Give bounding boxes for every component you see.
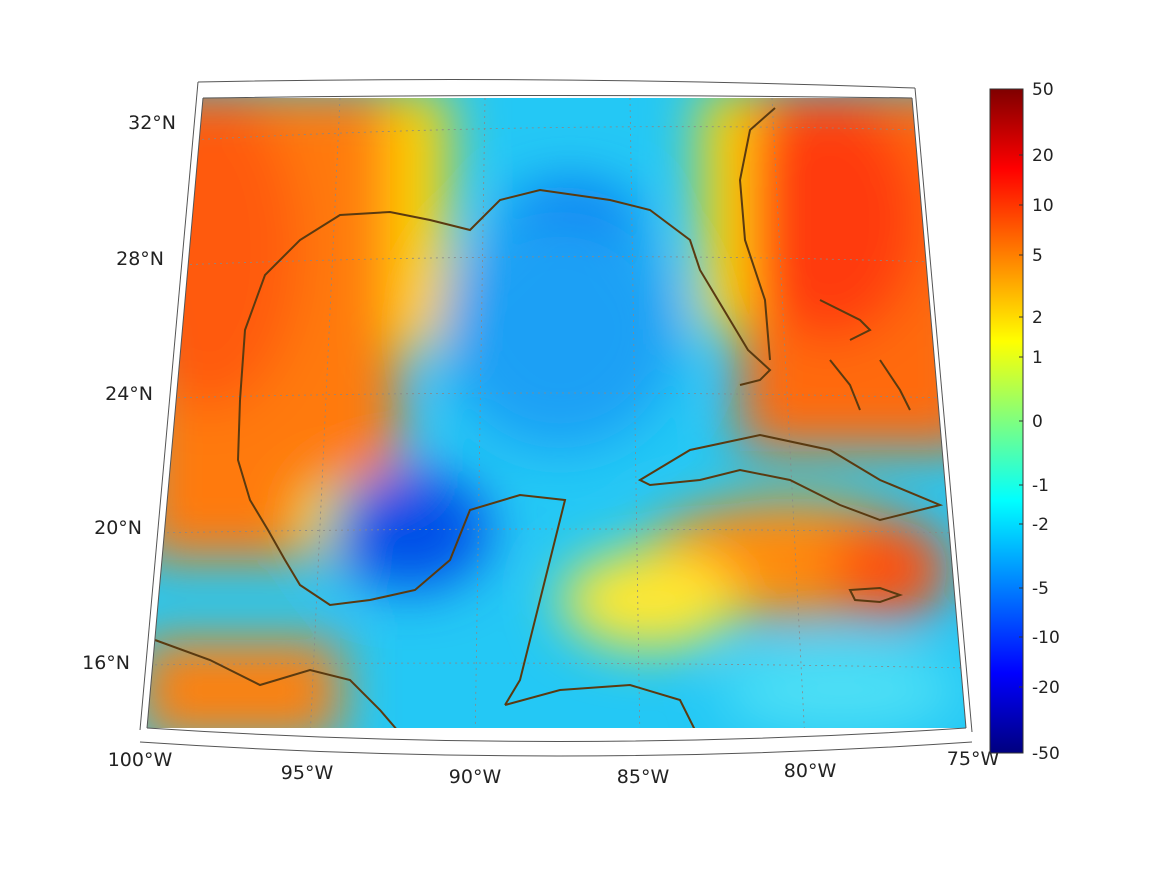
lat-label-20n: 20°N xyxy=(94,517,142,539)
jamaica xyxy=(848,586,904,604)
lon-labels: 100°W 95°W 90°W 85°W 80°W 75°W xyxy=(108,748,1000,788)
mexico-coast xyxy=(236,399,567,706)
colorbar-label-1: 1 xyxy=(1032,348,1043,368)
colorbar-label-0: 0 xyxy=(1032,412,1043,432)
colorbar-label-neg10: -10 xyxy=(1032,628,1060,648)
colorbar-label-neg1: -1 xyxy=(1032,476,1049,496)
colorbar: 50 20 10 5 2 1 0 -1 -2 -5 -10 -20 -50 xyxy=(989,80,1060,764)
central-america xyxy=(504,683,701,728)
lat-labels: 32°N 28°N 24°N 20°N 16°N xyxy=(82,112,176,674)
map-field xyxy=(147,98,966,728)
lon-label-85w: 85°W xyxy=(617,766,670,788)
coastlines xyxy=(154,107,944,728)
colorbar-gradient xyxy=(989,88,1024,754)
colorbar-label-neg5: -5 xyxy=(1032,579,1049,599)
lat-label-28n: 28°N xyxy=(116,248,164,270)
colorbar-label-5: 5 xyxy=(1032,246,1043,266)
colorbar-label-10: 10 xyxy=(1032,196,1054,216)
cuba xyxy=(637,433,944,522)
gulf-coast xyxy=(239,188,772,401)
lon-label-80w: 80°W xyxy=(784,760,837,782)
colorbar-label-50: 50 xyxy=(1032,80,1054,100)
lat-label-16n: 16°N xyxy=(82,652,130,674)
bahamas xyxy=(819,299,911,411)
lat-label-32n: 32°N xyxy=(128,112,176,134)
lon-label-75w: 75°W xyxy=(947,748,1000,770)
colorbar-label-neg50: -50 xyxy=(1032,744,1060,764)
lat-label-24n: 24°N xyxy=(105,383,153,405)
lon-label-95w: 95°W xyxy=(281,762,334,784)
colorbar-label-neg2: -2 xyxy=(1032,515,1049,535)
colorbar-label-20: 20 xyxy=(1032,146,1054,166)
pacific-coast xyxy=(154,639,411,728)
colorbar-label-neg20: -20 xyxy=(1032,678,1060,698)
map-frame xyxy=(139,79,973,757)
florida-atlantic xyxy=(738,107,776,361)
colorbar-ticks xyxy=(1019,154,1023,688)
lon-label-90w: 90°W xyxy=(449,766,502,788)
colorbar-label-2: 2 xyxy=(1032,308,1043,328)
lon-label-100w: 100°W xyxy=(108,749,173,771)
